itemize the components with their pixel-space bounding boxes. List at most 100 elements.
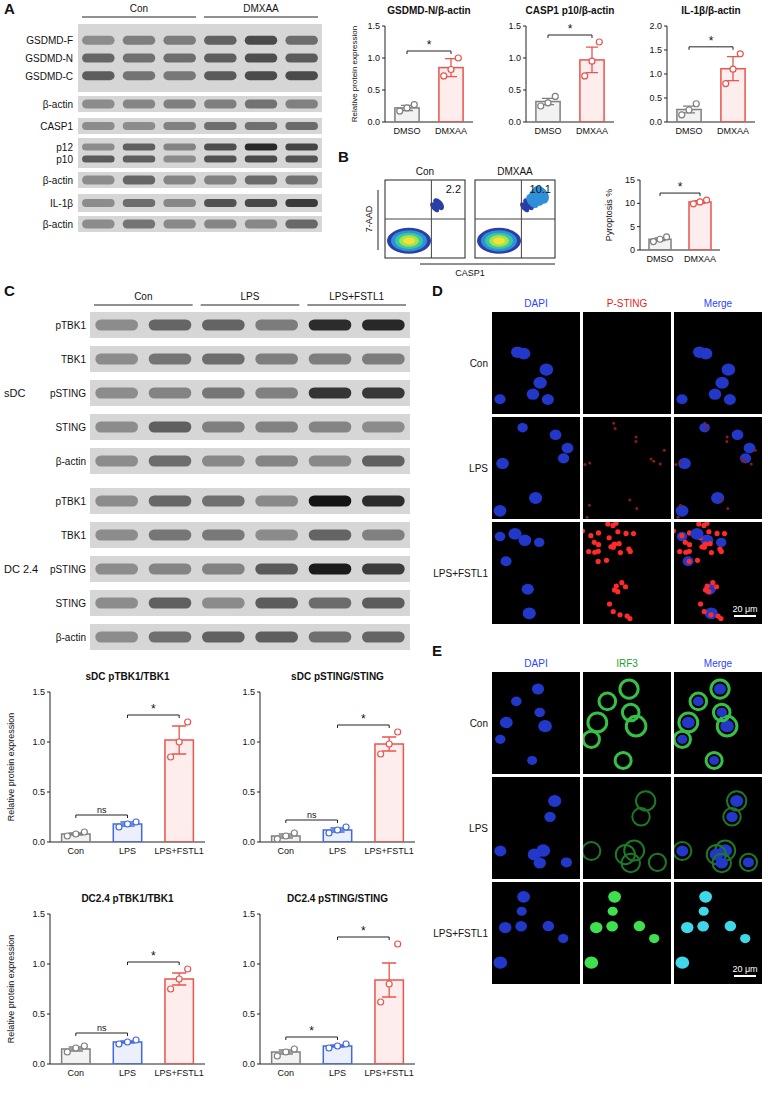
blot-band [123, 220, 156, 229]
density [387, 196, 446, 254]
row-label: β-actin [43, 99, 73, 110]
y-axis [526, 26, 527, 122]
nucleus [494, 846, 506, 857]
nucleus [523, 607, 536, 619]
chart-title: CASP1 p10/β-actin [526, 5, 615, 16]
cells [674, 791, 757, 872]
irf3-signal [620, 680, 638, 698]
cells [584, 891, 659, 969]
tick-label: 0.0 [508, 117, 521, 127]
irf3-signal [583, 731, 599, 747]
blot-band [82, 199, 115, 207]
y-tick [47, 1064, 50, 1065]
tick-label: 1.0 [242, 737, 255, 747]
sting-spot [607, 535, 612, 540]
nucleus [676, 394, 687, 404]
blot-band [163, 144, 196, 151]
significance-label: * [678, 180, 683, 194]
bar [165, 740, 193, 842]
blot-band [95, 496, 138, 507]
irf3-signal [740, 854, 757, 871]
micrograph [583, 417, 671, 519]
y-tick [637, 250, 640, 251]
row-label: LPS+FSTL1 [433, 568, 488, 579]
tick-label: 0.5 [242, 1009, 255, 1019]
nucleus [740, 453, 751, 463]
nucleus [517, 891, 530, 903]
plot-frame [475, 180, 555, 258]
blot-band [163, 176, 196, 185]
tick-label: 1.0 [367, 53, 380, 63]
tick-label: 1.5 [649, 45, 662, 55]
data-point [411, 102, 417, 108]
blot-band [285, 100, 318, 109]
micrograph [492, 882, 580, 984]
irf3-signal [632, 808, 649, 825]
nucleus [527, 389, 540, 400]
category-label: LPS [119, 846, 136, 856]
sting-spot [703, 422, 706, 425]
data-point [723, 81, 729, 87]
blot-band [95, 598, 138, 609]
blot-band [123, 100, 156, 109]
data-point [690, 201, 696, 207]
sting-spot [709, 550, 714, 555]
marks [272, 941, 404, 1064]
row-label: LPS [469, 463, 488, 474]
irf3-signal [588, 713, 607, 732]
density-level [477, 228, 521, 254]
row-label: pSTING [50, 388, 86, 399]
irf3-nuclear [608, 907, 618, 916]
category-label: DMSO [394, 126, 421, 136]
nucleus [716, 857, 728, 868]
scale-label: 20 μm [732, 964, 757, 974]
blot-band [245, 220, 278, 229]
blot-band [149, 422, 192, 433]
bar-chart: DC2.4 pSTING/STING0.00.51.01.5ConLPSLPS+… [242, 893, 415, 1078]
scale-label: 20 μm [732, 604, 757, 614]
sting-spot [611, 542, 616, 547]
bar-chart: 051015Pyroptosis %DMSODMXAA* [604, 175, 720, 264]
blot-band [204, 220, 237, 229]
y-axis [50, 692, 51, 842]
blot-bg [90, 556, 410, 582]
sting-spot [612, 422, 615, 425]
cells [674, 422, 756, 519]
blot-band [309, 496, 352, 507]
cells [676, 346, 735, 405]
sting-spot [674, 528, 676, 533]
blot-band [204, 176, 237, 185]
blot-band [255, 530, 298, 541]
irf3-signal [622, 854, 640, 872]
blot-bg [90, 414, 410, 440]
significance-line [286, 820, 338, 823]
blot-band [245, 199, 278, 207]
chart-title: sDC pSTING/STING [291, 671, 384, 682]
tick-label: 1.0 [508, 53, 521, 63]
irf3-signal [599, 693, 616, 710]
data-point [679, 112, 685, 118]
irf3-signal [690, 693, 707, 710]
blot-band [245, 144, 278, 151]
tick-label: 1.0 [32, 959, 45, 969]
axis-title: Relative protein expression [6, 935, 16, 1044]
blot-band [245, 71, 278, 80]
gate [475, 219, 555, 220]
blot-bg [78, 24, 322, 92]
y-tick [257, 1014, 260, 1015]
micrograph [674, 417, 762, 519]
chart-title: IL-1β/β-actin [681, 5, 740, 16]
error-bar [683, 106, 695, 113]
sting-spot [677, 549, 682, 554]
blot-band [82, 100, 115, 109]
category-label: DMSO [535, 126, 562, 136]
data-point [326, 830, 332, 836]
panel-letter: A [4, 0, 15, 17]
data-point [397, 108, 403, 114]
plot-title: Con [416, 166, 434, 177]
micrograph [674, 522, 762, 624]
blot-band [285, 176, 318, 185]
category-label: LPS [329, 1068, 346, 1078]
sting-spot [619, 580, 624, 585]
nucleus [501, 556, 512, 566]
